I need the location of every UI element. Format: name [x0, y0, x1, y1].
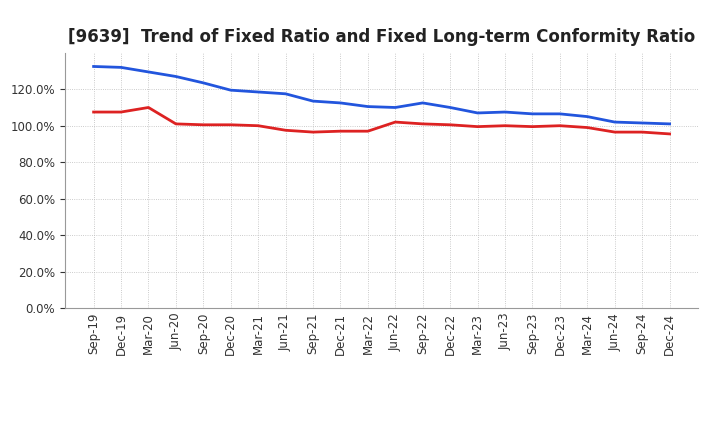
- Fixed Long-term Conformity Ratio: [282, 128, 290, 133]
- Fixed Long-term Conformity Ratio: [528, 124, 537, 129]
- Line: Fixed Ratio: Fixed Ratio: [94, 66, 670, 124]
- Fixed Long-term Conformity Ratio: [391, 119, 400, 125]
- Fixed Long-term Conformity Ratio: [171, 121, 180, 127]
- Fixed Ratio: [611, 119, 619, 125]
- Fixed Long-term Conformity Ratio: [446, 122, 454, 128]
- Fixed Ratio: [309, 99, 318, 104]
- Fixed Long-term Conformity Ratio: [583, 125, 592, 130]
- Fixed Ratio: [336, 100, 345, 106]
- Fixed Ratio: [391, 105, 400, 110]
- Fixed Long-term Conformity Ratio: [364, 128, 372, 134]
- Title: [9639]  Trend of Fixed Ratio and Fixed Long-term Conformity Ratio: [9639] Trend of Fixed Ratio and Fixed Lo…: [68, 28, 696, 46]
- Fixed Ratio: [665, 121, 674, 127]
- Fixed Ratio: [500, 110, 509, 115]
- Fixed Long-term Conformity Ratio: [611, 129, 619, 135]
- Fixed Ratio: [364, 104, 372, 109]
- Fixed Long-term Conformity Ratio: [418, 121, 427, 127]
- Fixed Ratio: [199, 80, 207, 85]
- Fixed Ratio: [446, 105, 454, 110]
- Fixed Ratio: [226, 88, 235, 93]
- Fixed Ratio: [583, 114, 592, 119]
- Fixed Ratio: [117, 65, 125, 70]
- Fixed Long-term Conformity Ratio: [500, 123, 509, 128]
- Fixed Long-term Conformity Ratio: [117, 110, 125, 115]
- Fixed Long-term Conformity Ratio: [144, 105, 153, 110]
- Fixed Long-term Conformity Ratio: [89, 110, 98, 115]
- Fixed Ratio: [528, 111, 537, 117]
- Fixed Long-term Conformity Ratio: [336, 128, 345, 134]
- Fixed Long-term Conformity Ratio: [254, 123, 263, 128]
- Fixed Ratio: [638, 120, 647, 126]
- Fixed Ratio: [282, 91, 290, 96]
- Fixed Ratio: [144, 69, 153, 74]
- Fixed Ratio: [171, 74, 180, 79]
- Fixed Long-term Conformity Ratio: [309, 129, 318, 135]
- Fixed Long-term Conformity Ratio: [226, 122, 235, 128]
- Fixed Long-term Conformity Ratio: [665, 131, 674, 136]
- Fixed Long-term Conformity Ratio: [199, 122, 207, 128]
- Fixed Ratio: [89, 64, 98, 69]
- Line: Fixed Long-term Conformity Ratio: Fixed Long-term Conformity Ratio: [94, 107, 670, 134]
- Fixed Ratio: [254, 89, 263, 95]
- Fixed Ratio: [418, 100, 427, 106]
- Fixed Long-term Conformity Ratio: [638, 129, 647, 135]
- Fixed Long-term Conformity Ratio: [556, 123, 564, 128]
- Fixed Long-term Conformity Ratio: [473, 124, 482, 129]
- Fixed Ratio: [556, 111, 564, 117]
- Fixed Ratio: [473, 110, 482, 116]
